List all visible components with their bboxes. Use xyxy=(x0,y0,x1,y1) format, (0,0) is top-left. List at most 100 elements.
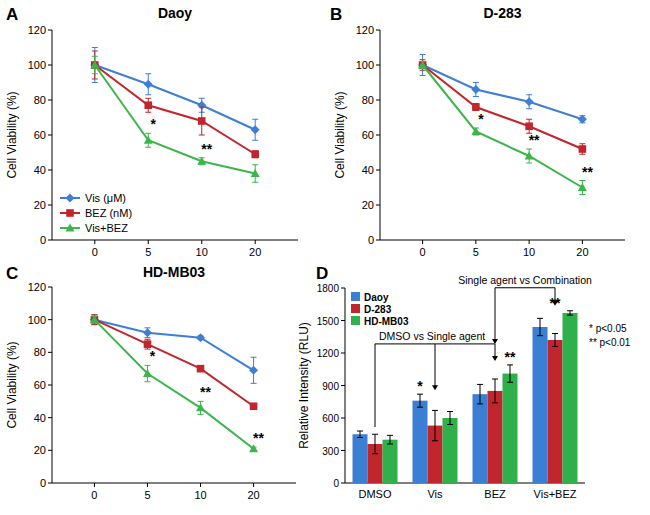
annotation: * xyxy=(151,116,157,132)
tick xyxy=(94,483,95,487)
marker xyxy=(419,61,427,69)
tick xyxy=(529,240,530,244)
tick-label: 0 xyxy=(40,477,46,489)
tick-label: 300 xyxy=(322,446,339,457)
tick xyxy=(48,205,52,206)
annotation: * xyxy=(478,111,484,127)
marker xyxy=(143,369,152,377)
marker xyxy=(144,136,153,144)
error-bar xyxy=(447,412,453,425)
x-axis xyxy=(52,483,296,484)
marker xyxy=(143,328,152,337)
legend-marker xyxy=(66,224,75,232)
tick-label: 1200 xyxy=(317,348,340,359)
error-bar xyxy=(387,435,393,444)
panel-label: A xyxy=(6,5,18,24)
marker xyxy=(579,145,587,153)
tick-label: 100 xyxy=(356,59,374,71)
tick-label: 120 xyxy=(28,24,46,36)
panel: DRelative Intensity (RLU)030060090012001… xyxy=(297,264,631,500)
line xyxy=(423,65,583,149)
tick xyxy=(341,353,345,354)
axis-title: Cell Viability (%) xyxy=(5,91,19,178)
tick xyxy=(147,483,148,487)
plot-area xyxy=(353,311,578,483)
error-bar xyxy=(252,151,258,158)
axis-title: Cell Viability (%) xyxy=(5,341,19,428)
tick-label: 100 xyxy=(28,59,46,71)
tick-label: 20 xyxy=(247,489,259,501)
legend-marker xyxy=(66,209,74,217)
legend-swatch xyxy=(351,316,360,325)
marker xyxy=(418,61,427,70)
legend-label: Daoy xyxy=(364,292,389,303)
error-bar xyxy=(372,434,378,454)
tick-label: 80 xyxy=(362,94,374,106)
error-bar xyxy=(552,334,558,347)
tick-label: 0 xyxy=(420,246,426,258)
bar xyxy=(533,327,548,483)
tick xyxy=(48,240,52,241)
marker xyxy=(90,61,99,70)
panel: BD-283Cell Viability (%)0204060801001200… xyxy=(330,5,625,258)
marker xyxy=(91,61,99,69)
y-axis xyxy=(52,30,53,240)
tick xyxy=(376,135,380,136)
marker xyxy=(144,101,152,109)
marker xyxy=(418,61,427,69)
tick xyxy=(48,170,52,171)
plot-area xyxy=(90,315,258,452)
line xyxy=(94,320,253,449)
plot-area xyxy=(418,55,587,195)
annotation: ** xyxy=(505,349,516,365)
bar xyxy=(443,418,458,483)
marker xyxy=(578,183,587,191)
marker xyxy=(249,366,258,375)
legend-marker xyxy=(66,194,75,203)
marker xyxy=(144,80,153,89)
marker xyxy=(471,85,480,94)
marker xyxy=(91,316,99,324)
tick xyxy=(48,135,52,136)
tick xyxy=(48,352,52,353)
title: D-283 xyxy=(483,5,521,21)
error-bar xyxy=(357,431,363,438)
tick xyxy=(376,30,380,31)
tick-label: 40 xyxy=(362,164,374,176)
marker xyxy=(90,61,99,69)
tick-label: 40 xyxy=(34,412,46,424)
tick xyxy=(201,240,202,244)
bar xyxy=(548,340,563,483)
comparison-label: Single agent vs Combination xyxy=(458,274,592,286)
legend-label: BEZ (nM) xyxy=(85,207,132,219)
title: Daoy xyxy=(158,5,192,21)
marker xyxy=(90,315,99,323)
y-axis xyxy=(380,30,381,240)
marker xyxy=(525,152,534,160)
tick xyxy=(376,170,380,171)
bar xyxy=(413,401,428,483)
tick xyxy=(48,65,52,66)
bracket-line xyxy=(495,287,555,288)
bracket-line xyxy=(435,344,436,387)
tick xyxy=(376,65,380,66)
tick xyxy=(200,483,201,487)
tick-label: 600 xyxy=(322,413,339,424)
line xyxy=(423,65,583,119)
tick-label: 20 xyxy=(249,246,261,258)
panel: ADaoyCell Viability (%)02040608010012005… xyxy=(5,5,298,258)
marker xyxy=(472,103,480,111)
x-axis xyxy=(380,240,625,241)
marker xyxy=(525,97,534,106)
significance-key: ** p<0.01 xyxy=(589,337,631,348)
tick-label: 40 xyxy=(34,164,46,176)
legend-label: Vis+BEZ xyxy=(85,222,128,234)
tick xyxy=(48,287,52,288)
bracket-line xyxy=(495,344,496,358)
tick xyxy=(341,418,345,419)
tick-label: 100 xyxy=(28,314,46,326)
marker xyxy=(196,333,205,342)
error-bar xyxy=(537,318,543,335)
bracket-line xyxy=(495,288,496,341)
tick xyxy=(341,288,345,289)
